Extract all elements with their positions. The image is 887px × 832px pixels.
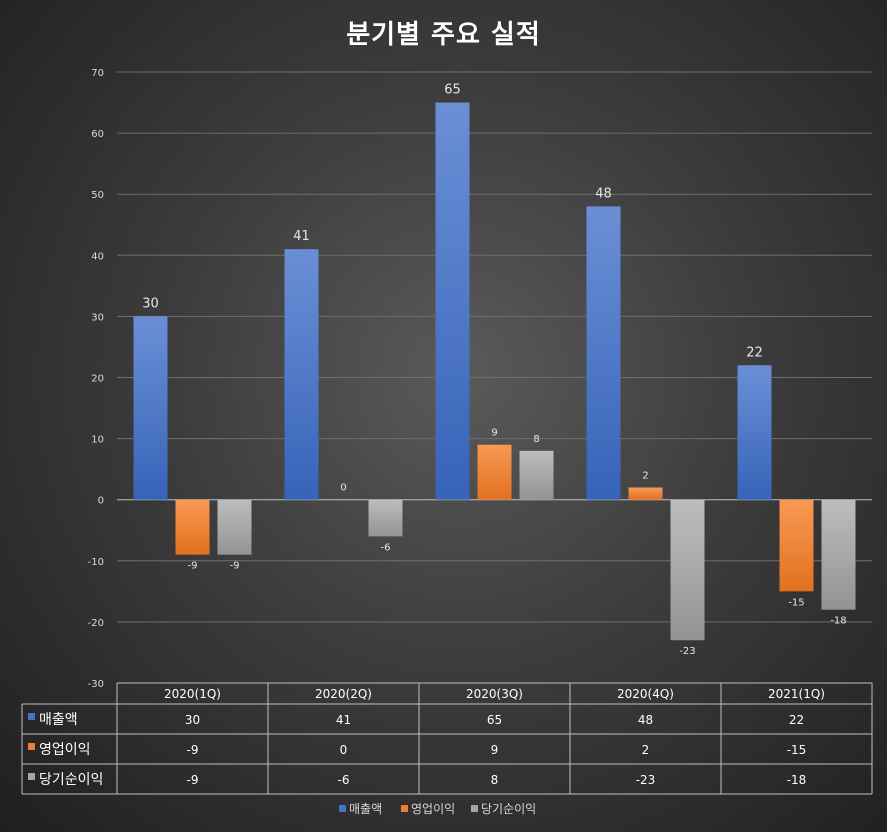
bar-매출액-2020(3Q) xyxy=(435,102,470,500)
data-label: 8 xyxy=(533,434,539,445)
x-category-label: 2021(1Q) xyxy=(768,687,825,701)
data-label: 2 xyxy=(642,470,648,481)
bar-영업이익-2020(1Q) xyxy=(175,499,210,555)
bar-당기순이익-2020(3Q) xyxy=(519,450,554,500)
data-label: 48 xyxy=(595,186,612,201)
table-legend-key xyxy=(28,773,35,780)
data-label: -6 xyxy=(381,542,391,553)
table-cell: 65 xyxy=(487,713,502,727)
data-label: -15 xyxy=(788,597,804,608)
x-category-label: 2020(3Q) xyxy=(466,687,523,701)
y-tick-label: 60 xyxy=(91,129,104,140)
bar-매출액-2021(1Q) xyxy=(737,365,772,500)
table-cell: 0 xyxy=(340,743,348,757)
legend-label: 당기순이익 xyxy=(481,802,536,816)
data-label: 41 xyxy=(293,229,310,244)
x-category-label: 2020(4Q) xyxy=(617,687,674,701)
bar-당기순이익-2020(2Q) xyxy=(368,499,403,537)
bar-매출액-2020(2Q) xyxy=(284,249,319,500)
x-category-label: 2020(1Q) xyxy=(164,687,221,701)
legend-key xyxy=(471,805,478,812)
y-tick-label: -30 xyxy=(88,679,104,690)
bar-당기순이익-2021(1Q) xyxy=(821,499,856,610)
legend-label: 매출액 xyxy=(349,802,382,816)
table-cell: 48 xyxy=(638,713,653,727)
legend-label: 영업이익 xyxy=(411,802,455,816)
y-tick-label: -20 xyxy=(88,618,104,629)
bar-매출액-2020(1Q) xyxy=(133,316,168,500)
data-label: -9 xyxy=(230,561,240,572)
table-cell: 8 xyxy=(491,773,499,787)
table-cell: -6 xyxy=(338,773,350,787)
x-category-label: 2020(2Q) xyxy=(315,687,372,701)
bar-영업이익-2020(3Q) xyxy=(477,444,512,500)
data-label: 65 xyxy=(444,83,461,98)
table-row-header: 영업이익 xyxy=(39,742,91,758)
table-cell: 30 xyxy=(185,713,200,727)
bar-당기순이익-2020(1Q) xyxy=(217,499,252,555)
bar-매출액-2020(4Q) xyxy=(586,206,621,500)
table-legend-key xyxy=(28,743,35,750)
data-label: 9 xyxy=(491,428,497,439)
y-tick-label: 30 xyxy=(91,312,104,323)
y-tick-label: 20 xyxy=(91,374,104,385)
table-legend-key xyxy=(28,713,35,720)
table-cell: 41 xyxy=(336,713,351,727)
chart-title: 분기별 주요 실적 xyxy=(346,20,541,50)
data-label: 0 xyxy=(340,483,346,494)
bar-당기순이익-2020(4Q) xyxy=(670,499,705,641)
table-cell: -9 xyxy=(187,773,199,787)
table-cell: -18 xyxy=(787,773,807,787)
legend-key xyxy=(339,805,346,812)
y-tick-label: -10 xyxy=(88,557,104,568)
data-label: -18 xyxy=(830,616,846,627)
table-cell: 22 xyxy=(789,713,804,727)
table-cell: 2 xyxy=(642,743,650,757)
table-row-header: 당기순이익 xyxy=(39,772,103,788)
y-tick-label: 50 xyxy=(91,190,104,201)
legend-key xyxy=(401,805,408,812)
y-tick-label: 40 xyxy=(91,251,104,262)
table-cell: 9 xyxy=(491,743,499,757)
data-label: 22 xyxy=(746,345,763,360)
table-cell: -23 xyxy=(636,773,656,787)
data-label: 30 xyxy=(142,296,159,311)
table-cell: -15 xyxy=(787,743,807,757)
y-tick-label: 70 xyxy=(91,68,104,79)
y-tick-label: 10 xyxy=(91,435,104,446)
y-tick-label: 0 xyxy=(98,496,104,507)
bar-영업이익-2021(1Q) xyxy=(779,499,814,592)
data-label: -23 xyxy=(679,646,695,657)
bar-영업이익-2020(4Q) xyxy=(628,487,663,500)
data-label: -9 xyxy=(188,561,198,572)
table-row-header: 매출액 xyxy=(39,712,78,728)
table-cell: -9 xyxy=(187,743,199,757)
